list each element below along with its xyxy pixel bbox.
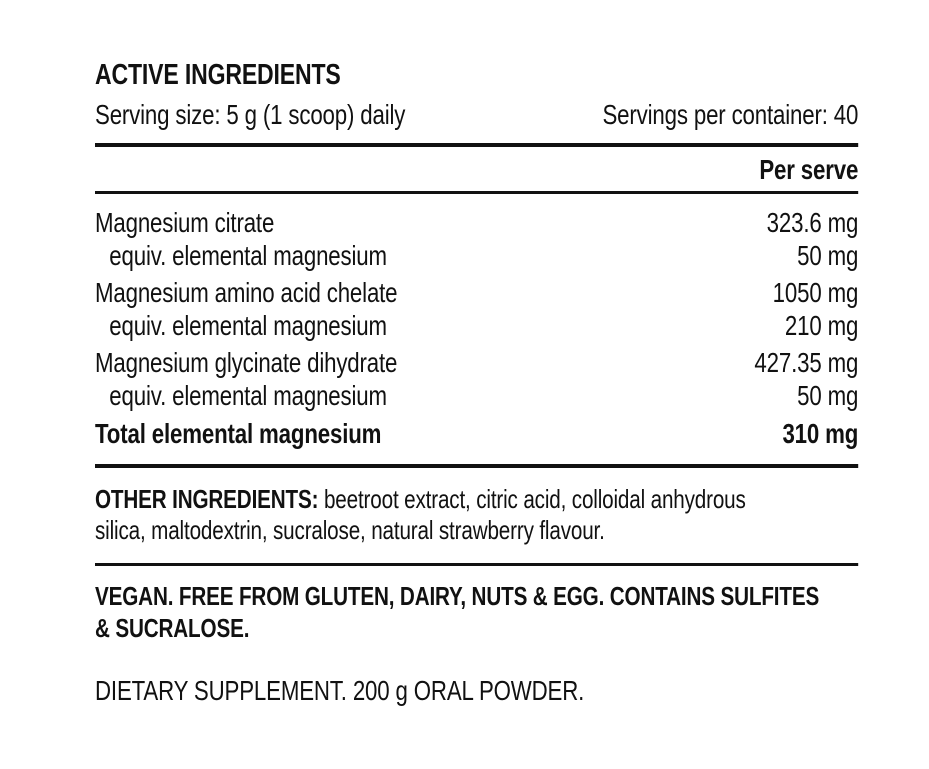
supplement-label-panel: ACTIVE INGREDIENTS Serving size: 5 g (1 … [95,0,858,706]
ingredient-value: 310 mg [782,418,859,449]
serving-info-row: Serving size: 5 g (1 scoop) daily Servin… [95,100,858,130]
ingredient-value: 1050 mg [772,277,859,308]
serving-size-text: Serving size: 5 g (1 scoop) daily [95,99,406,130]
ingredient-name: equiv. elemental magnesium [109,240,387,271]
ingredient-name: equiv. elemental magnesium [109,310,387,341]
ingredient-row: equiv. elemental magnesium 50 mg [95,379,858,412]
divider-rule [95,464,859,468]
ingredient-row: Magnesium glycinate dihydrate 427.35 mg [95,346,858,379]
ingredient-row: equiv. elemental magnesium 210 mg [95,309,858,342]
ingredient-row: equiv. elemental magnesium 50 mg [95,239,858,272]
ingredient-value: 427.35 mg [754,347,859,378]
divider-rule [95,191,859,194]
ingredient-row: Magnesium citrate 323.6 mg [95,206,858,239]
divider-rule [95,563,859,566]
ingredient-name: equiv. elemental magnesium [109,380,387,411]
ingredient-name: Magnesium glycinate dihydrate [95,347,398,378]
ingredient-value: 50 mg [797,240,859,271]
allergen-statement: VEGAN. FREE FROM GLUTEN, DAIRY, NUTS & E… [95,581,820,643]
other-ingredients-label: OTHER INGREDIENTS: [95,484,319,514]
ingredient-name: Magnesium citrate [95,207,275,238]
total-row: Total elemental magnesium 310 mg [95,417,858,450]
ingredient-value: 210 mg [784,310,859,341]
ingredient-name: Magnesium amino acid chelate [95,277,398,308]
ingredient-row: Magnesium amino acid chelate 1050 mg [95,276,858,309]
column-header-per-serve: Per serve [759,154,859,185]
other-ingredients: OTHER INGREDIENTS: beetroot extract, cit… [95,484,858,546]
ingredient-value: 50 mg [797,380,859,411]
servings-per-container-text: Servings per container: 40 [602,99,859,130]
ingredient-name: Total elemental magnesium [95,418,382,449]
supplement-form-statement: DIETARY SUPPLEMENT. 200 g ORAL POWDER. [95,675,585,706]
divider-rule [95,143,859,147]
other-ingredients-text: beetroot extract, citric acid, colloidal… [95,484,746,545]
ingredients-table: Magnesium citrate 323.6 mg equiv. elemen… [95,206,858,450]
ingredient-value: 323.6 mg [766,207,859,238]
page-title: ACTIVE INGREDIENTS [95,59,341,91]
